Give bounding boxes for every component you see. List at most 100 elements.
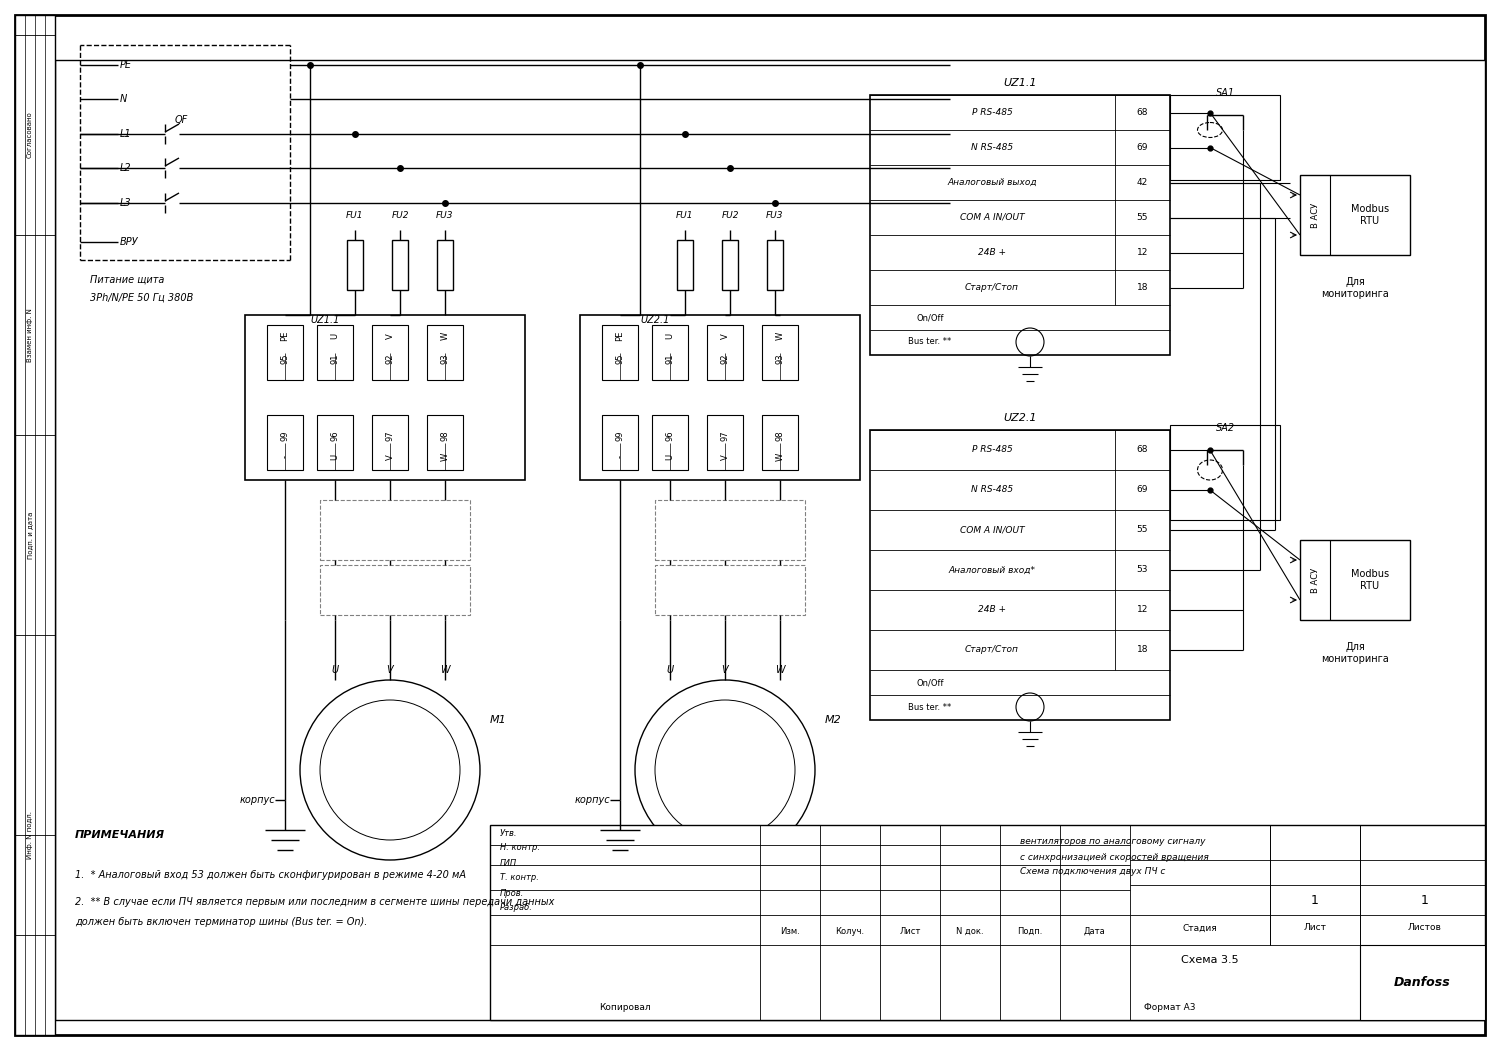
Text: FU1: FU1 [676,210,693,219]
Text: Разраб.: Разраб. [500,903,532,912]
Bar [722,240,738,290]
Text: FU1: FU1 [346,210,363,219]
Text: Взамен инф. N: Взамен инф. N [27,308,33,362]
Text: U: U [332,665,339,675]
Text: 96: 96 [330,430,339,441]
Text: 97: 97 [720,430,729,441]
Bar [676,240,693,290]
Bar [490,825,1485,1020]
Bar [267,415,303,470]
Text: Согласовано: Согласовано [27,111,33,159]
Text: 69: 69 [1137,485,1149,495]
Text: FU2: FU2 [722,210,738,219]
Text: 12: 12 [1137,606,1148,614]
Text: 95: 95 [280,354,290,364]
Text: 91: 91 [666,354,675,364]
Text: U: U [330,333,339,339]
Text: 55: 55 [1137,213,1149,222]
Text: -: - [615,456,624,459]
Text: 97: 97 [386,430,394,441]
Text: N RS-485: N RS-485 [970,485,1012,495]
Text: 42: 42 [1137,178,1148,187]
Text: QF: QF [176,116,189,125]
Text: N RS-485: N RS-485 [970,143,1012,152]
Bar [316,326,352,380]
Bar [320,565,470,615]
Text: Для
мониторинга: Для мониторинга [1322,277,1389,298]
Text: Колуч.: Колуч. [836,926,864,936]
Bar [1170,425,1280,520]
Text: 2.  ** В случае если ПЧ является первым или последним в сегменте шины передачи д: 2. ** В случае если ПЧ является первым и… [75,897,555,907]
Bar [346,240,363,290]
Text: Лист: Лист [900,926,921,936]
Text: U: U [330,454,339,460]
Bar [244,315,525,480]
Bar [320,500,470,560]
Text: V: V [720,454,729,460]
Bar [1300,175,1410,255]
Bar [392,240,408,290]
Text: 55: 55 [1137,525,1149,534]
Text: L3: L3 [120,198,132,208]
Text: Изм.: Изм. [780,926,800,936]
Text: SA2: SA2 [1215,423,1234,433]
Bar [602,415,638,470]
Text: Питание щита: Питание щита [90,275,165,285]
Text: V: V [720,333,729,339]
Text: 18: 18 [1137,284,1149,292]
Text: On/Off: On/Off [916,314,944,322]
Text: ПРИМЕЧАНИЯ: ПРИМЕЧАНИЯ [75,830,165,840]
Text: W: W [440,665,450,675]
Text: Аналоговый вход*: Аналоговый вход* [948,566,1035,574]
Text: Старт/Стоп: Старт/Стоп [964,284,1018,292]
Text: 24В +: 24В + [978,606,1006,614]
Text: 92: 92 [720,354,729,364]
Bar [870,94,1170,355]
Text: 1: 1 [1420,894,1430,906]
Text: 1: 1 [1311,894,1318,906]
Text: Инф. N подл.: Инф. N подл. [27,811,33,859]
Text: V: V [387,665,393,675]
Bar [1170,94,1280,180]
Text: должен быть включен терминатор шины (Bus ter. = On).: должен быть включен терминатор шины (Bus… [75,917,368,927]
Text: 68: 68 [1137,445,1149,455]
Text: Пров.: Пров. [500,888,525,898]
Bar [706,415,742,470]
Bar [372,326,408,380]
Text: V: V [386,333,394,339]
Text: 93: 93 [441,354,450,364]
Text: N док.: N док. [956,926,984,936]
Bar [656,565,806,615]
Text: корпус: корпус [240,795,274,805]
Text: 12: 12 [1137,248,1148,257]
Text: UZ2.1: UZ2.1 [640,315,669,326]
Bar [1300,540,1410,620]
Text: L2: L2 [120,163,132,173]
Text: U: U [666,454,675,460]
Bar [602,326,638,380]
Bar [652,326,688,380]
Text: V: V [386,454,394,460]
Text: 99: 99 [280,430,290,441]
Text: Стадия: Стадия [1182,924,1218,932]
Text: Bus ter. **: Bus ter. ** [909,337,951,346]
Text: UZ2.1: UZ2.1 [1004,413,1036,423]
Text: Bus ter. **: Bus ter. ** [909,702,951,712]
Bar [316,415,352,470]
Text: Листов: Листов [1408,924,1442,932]
Text: Danfoss: Danfoss [1394,976,1450,989]
Text: с синхронизацией скоростей вращения: с синхронизацией скоростей вращения [1020,853,1209,861]
Text: Копировал: Копировал [598,1004,651,1012]
Bar [267,326,303,380]
Text: P RS-485: P RS-485 [972,445,1012,455]
Text: N: N [120,94,128,104]
Text: Подп.: Подп. [1017,926,1042,936]
Text: UZ1.1: UZ1.1 [310,315,339,326]
Text: ВРУ: ВРУ [120,237,138,247]
Text: PE: PE [615,331,624,341]
Bar [15,15,55,1035]
Text: 99: 99 [615,430,624,441]
Text: Схема 3.5: Схема 3.5 [1180,956,1239,965]
Text: вентиляторов по аналоговому сигналу: вентиляторов по аналоговому сигналу [1020,838,1206,846]
Text: COM A IN/OUT: COM A IN/OUT [960,213,1024,222]
